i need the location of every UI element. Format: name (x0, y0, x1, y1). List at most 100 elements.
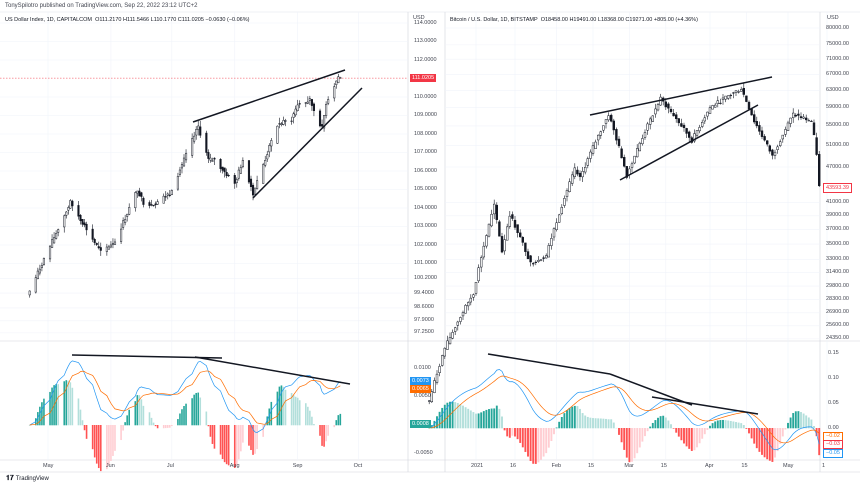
dxy-macd-histogram-bar (166, 425, 169, 428)
dxy-candle (128, 203, 131, 216)
btc-macd-histogram-bar (618, 428, 620, 435)
dxy-candle-body (254, 187, 257, 195)
btc-candle-body (714, 104, 717, 108)
btc-candle (708, 105, 712, 114)
btc-macd-histogram-bar (638, 428, 641, 448)
dxy-x-tick: Aug (229, 463, 240, 469)
dxy-candle (337, 73, 340, 84)
btc-histogram-value-tag: −0.03 (823, 440, 843, 449)
btc-lower-wedge-trendline[interactable] (619, 104, 759, 181)
btc-candle-body (446, 340, 449, 350)
btc-candle (792, 108, 795, 123)
btc-candle-body (807, 120, 810, 122)
dxy-candle (48, 245, 52, 263)
dxy-macd-histogram-bar (99, 425, 102, 472)
dxy-macd-histogram-bar (65, 380, 68, 426)
dxy-candle-body (38, 268, 41, 274)
btc-macd-histogram-bar (631, 428, 633, 462)
dxy-macd-histogram-bar (278, 386, 281, 426)
btc-macd-histogram-bar (813, 425, 815, 429)
btc-candle (454, 326, 457, 335)
btc-candle (797, 109, 800, 121)
dxy-candle-body (292, 113, 295, 118)
btc-y-tick: 39000.00 (826, 212, 849, 219)
dxy-candle (93, 237, 96, 246)
btc-candle-body (521, 237, 524, 243)
dxy-macd-histogram-bar (325, 425, 327, 442)
btc-macd-histogram-bar (488, 409, 490, 429)
btc-macd-histogram-bar (436, 416, 438, 429)
dxy-macd-histogram-bar (93, 425, 96, 458)
btc-y-tick: 63000.00 (826, 86, 849, 93)
btc-signal-line (429, 375, 820, 444)
btc-candle (734, 90, 738, 97)
dxy-candle (282, 116, 285, 126)
btc-candle-body (771, 149, 774, 156)
dxy-candle (256, 175, 259, 190)
dxy-candle-body (168, 194, 171, 196)
btc-upper-wedge-trendline[interactable] (589, 76, 773, 116)
btc-candle-body (776, 146, 779, 150)
tradingview-logo-icon: 𝟏𝟕 (6, 475, 14, 482)
btc-candle (695, 130, 699, 139)
dxy-macd-histogram-bar (142, 405, 145, 426)
dxy-macd-trendline-2[interactable] (194, 356, 351, 385)
btc-candle-body (526, 251, 530, 260)
btc-macd-histogram-bar (566, 410, 568, 429)
btc-macd-histogram-bar (508, 428, 511, 438)
dxy-x-tick: Oct (353, 463, 363, 469)
btc-macd-histogram-bar (805, 415, 808, 429)
dxy-candle-body (327, 99, 330, 104)
dxy-candle-body (51, 239, 54, 248)
dxy-y-tick: 109.0000 (414, 112, 437, 118)
dxy-candle-body (241, 160, 244, 168)
dxy-upper-wedge-trendline[interactable] (192, 69, 346, 123)
btc-macd-y-tick: 0.05 (828, 399, 839, 406)
btc-y-tick: 41000.00 (826, 199, 849, 206)
btc-candle-body (584, 167, 587, 173)
dxy-candle-body (36, 270, 39, 280)
btc-candle-body (433, 380, 436, 393)
btc-candle-body (573, 167, 576, 177)
btc-candle (555, 218, 558, 232)
dxy-candle-body (166, 193, 169, 196)
btc-macd-histogram-bar (558, 421, 561, 429)
btc-candle (565, 188, 569, 202)
dxy-macd-histogram-bar (122, 425, 124, 431)
dxy-candle (152, 204, 155, 207)
dxy-macd-histogram-bar (162, 425, 165, 429)
btc-macd-histogram-bar (459, 404, 462, 429)
dxy-macd-histogram-bar (183, 406, 185, 426)
btc-macd-trendline-2[interactable] (609, 373, 693, 406)
btc-candle-body (792, 112, 795, 118)
dxy-candle-body (81, 219, 84, 225)
dxy-x-tick: Jul (166, 463, 174, 469)
btc-macd-histogram-bar (563, 413, 566, 429)
dxy-x-tick: May (43, 463, 54, 469)
btc-candle-body (571, 174, 574, 184)
dxy-macd-histogram-bar (106, 425, 108, 470)
btc-candle (467, 301, 470, 311)
btc-macd-trendline-3[interactable] (651, 396, 759, 415)
dxy-macd-histogram-bar (225, 425, 228, 465)
btc-macd-histogram-bar (498, 408, 501, 429)
dxy-candle-body (53, 237, 56, 244)
dxy-macd-histogram-bar (248, 425, 250, 446)
btc-candle-body (560, 207, 563, 214)
tradingview-footer[interactable]: 𝟏𝟕 TradingView (6, 475, 49, 483)
dxy-candle (276, 125, 279, 144)
btc-macd-histogram-bar (550, 428, 553, 442)
dxy-lower-wedge-trendline[interactable] (252, 87, 363, 199)
dxy-symbol[interactable]: US Dollar Index, 1D, CAPITALCOM (5, 17, 93, 23)
btc-macd-histogram-bar (534, 428, 537, 464)
btc-candle (584, 162, 587, 175)
dxy-macd-histogram-bar (323, 425, 325, 447)
btc-symbol[interactable]: Bitcoin / U.S. Dollar, 1D, BITSTAMP (450, 17, 538, 23)
btc-macd-histogram-bar (501, 416, 503, 429)
btc-candle (430, 388, 434, 404)
dxy-candle-body (298, 103, 301, 105)
btc-macd-histogram-bar (581, 413, 584, 429)
btc-macd-trendline-1[interactable] (487, 353, 611, 375)
dxy-candle (264, 155, 267, 168)
